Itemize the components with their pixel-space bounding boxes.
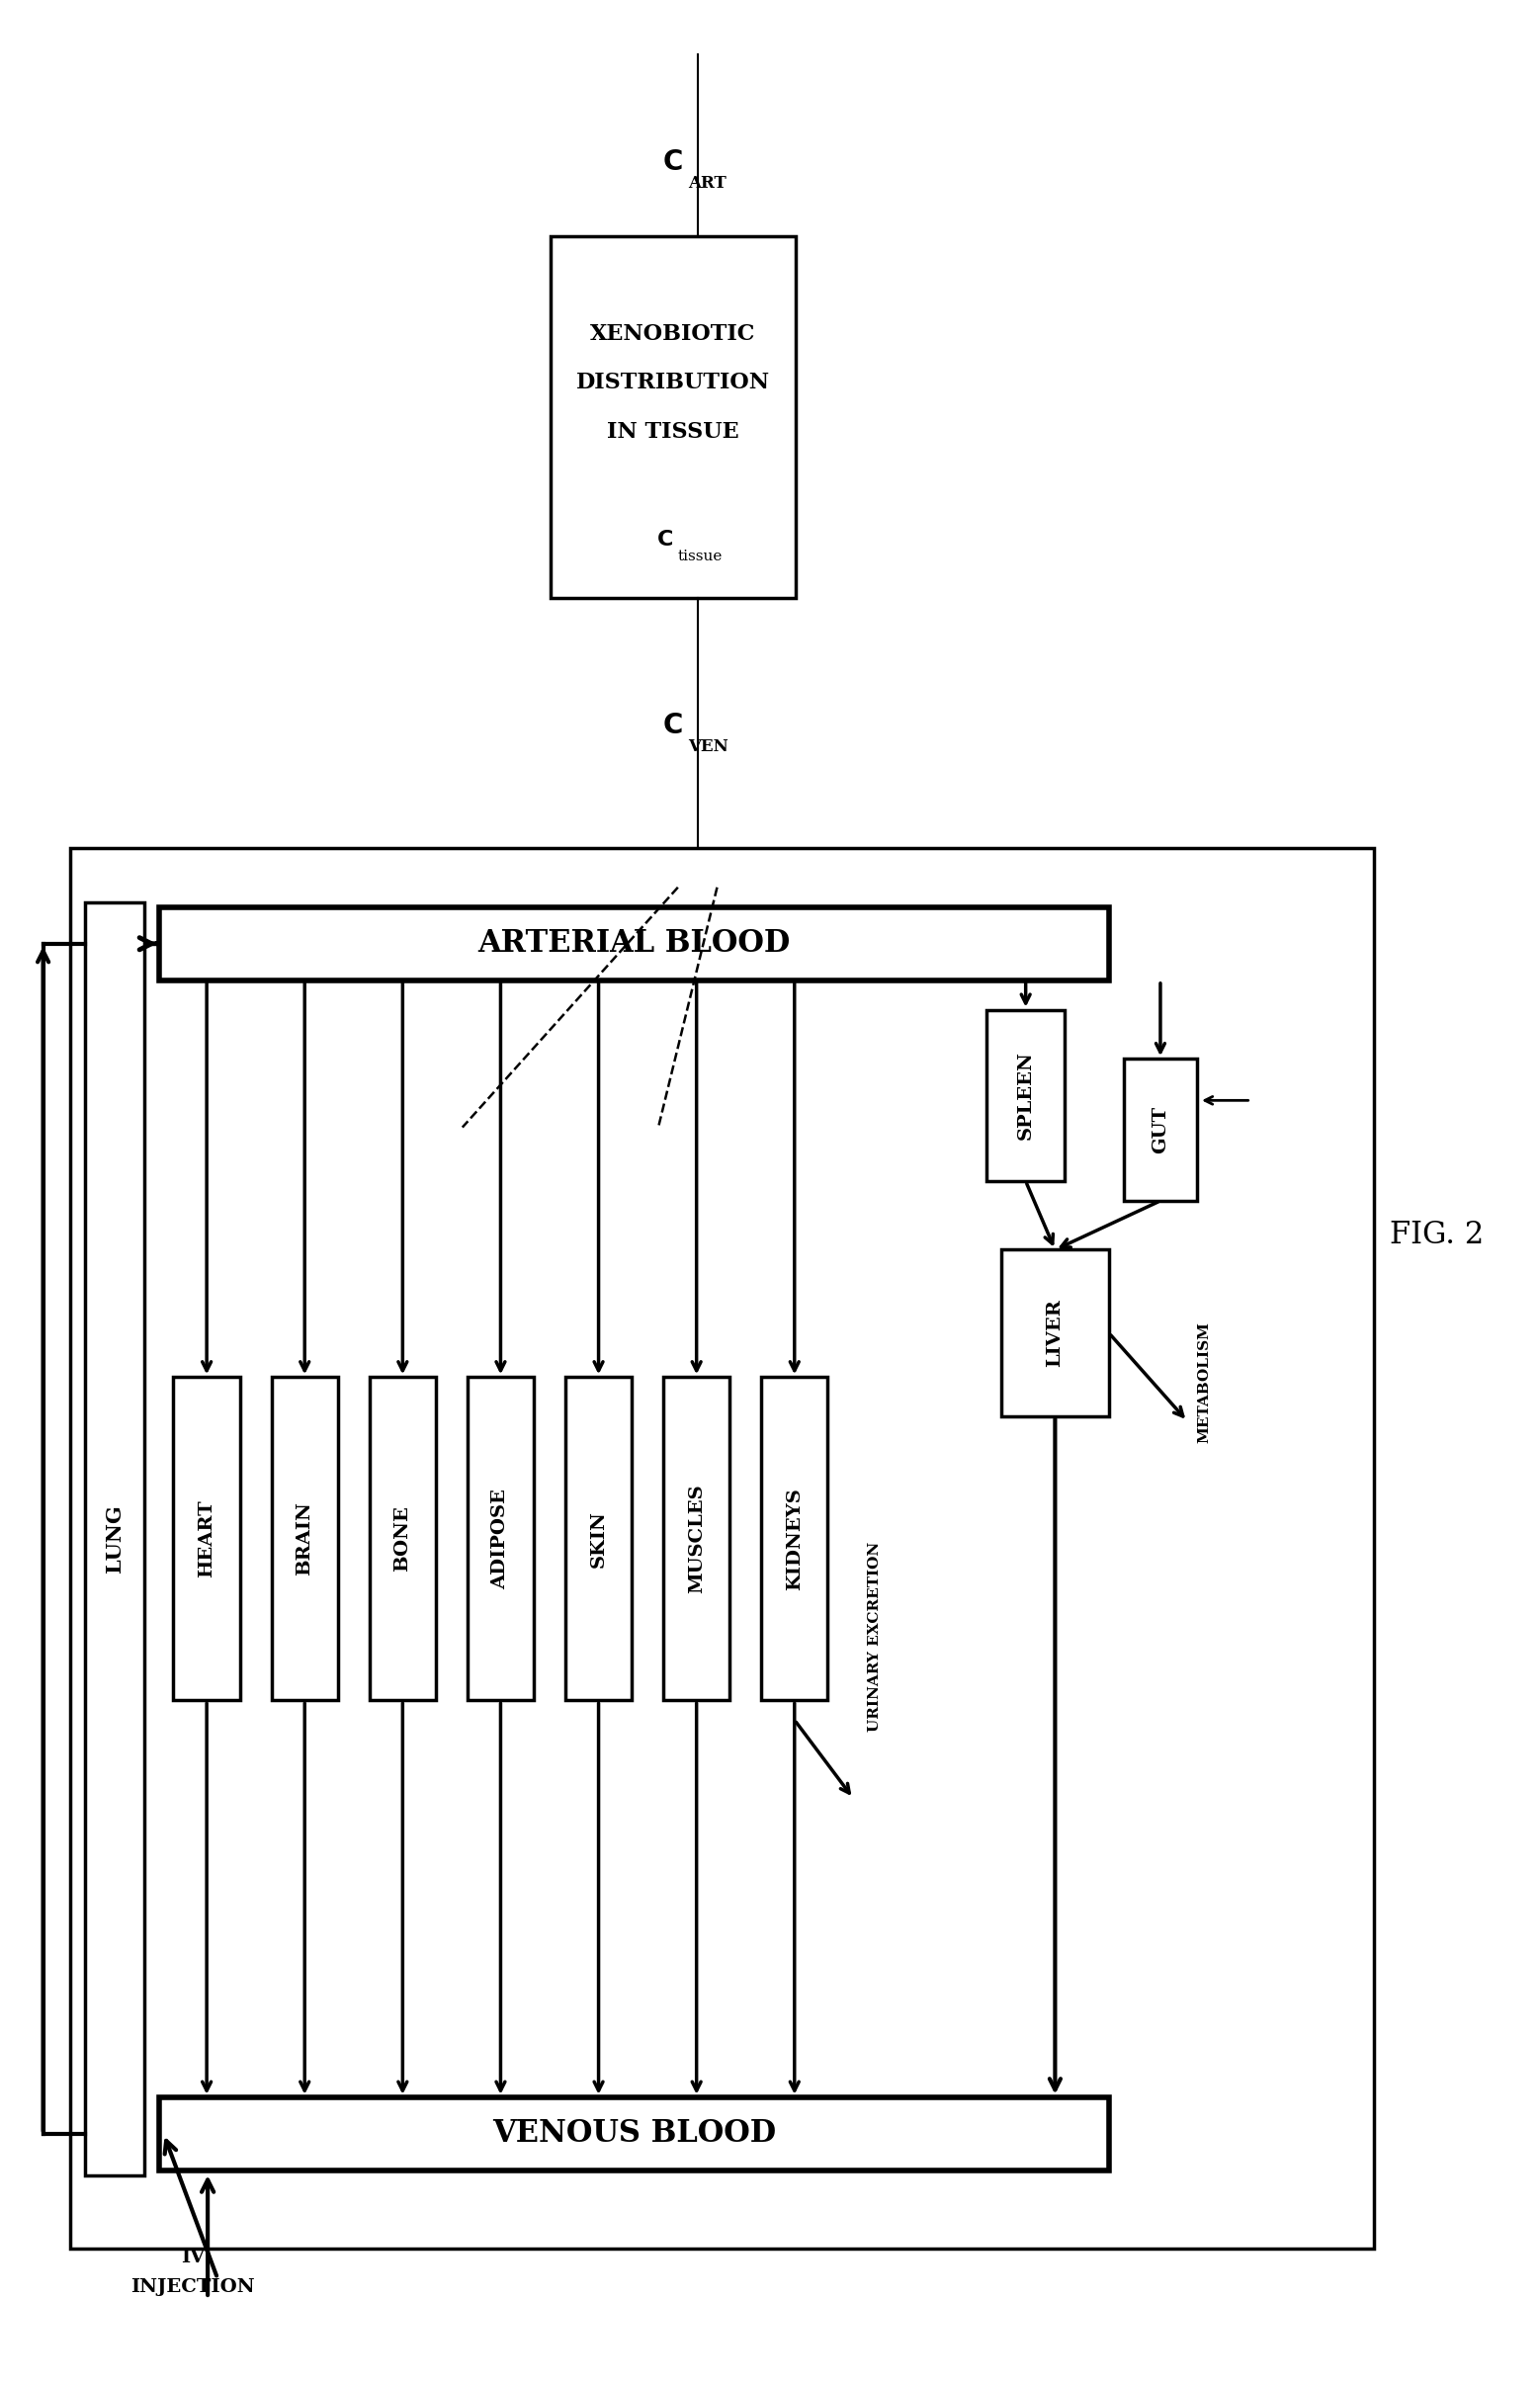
- Text: KIDNEYS: KIDNEYS: [785, 1487, 804, 1589]
- Bar: [174, 1377, 240, 1701]
- Text: METABOLISM: METABOLISM: [1197, 1320, 1210, 1442]
- Bar: [565, 1377, 631, 1701]
- Text: LIVER: LIVER: [1046, 1299, 1064, 1368]
- Text: GUT: GUT: [1152, 1106, 1169, 1153]
- Text: BRAIN: BRAIN: [296, 1501, 314, 1575]
- Text: FIG. 2: FIG. 2: [1391, 1220, 1485, 1251]
- Text: HEART: HEART: [197, 1499, 216, 1578]
- Text: XENOBIOTIC: XENOBIOTIC: [590, 324, 756, 346]
- Bar: [664, 1377, 730, 1701]
- Bar: [987, 1010, 1064, 1182]
- Bar: [1001, 1249, 1109, 1416]
- Text: LUNG: LUNG: [105, 1504, 125, 1573]
- Text: $\mathbf{C}$: $\mathbf{C}$: [662, 150, 682, 176]
- Bar: [271, 1377, 337, 1701]
- Text: ADIPOSE: ADIPOSE: [491, 1489, 510, 1589]
- Bar: [159, 908, 1109, 979]
- Text: ART: ART: [688, 176, 725, 193]
- Text: DISTRIBUTION: DISTRIBUTION: [576, 372, 770, 393]
- Text: IV: IV: [182, 2250, 205, 2266]
- Text: BONE: BONE: [394, 1506, 411, 1573]
- Text: $\mathbf{C}$: $\mathbf{C}$: [662, 713, 682, 739]
- Text: SPLEEN: SPLEEN: [1016, 1051, 1035, 1139]
- Bar: [467, 1377, 534, 1701]
- Bar: [71, 848, 1374, 2250]
- Text: VEN: VEN: [688, 739, 728, 755]
- Bar: [551, 236, 796, 598]
- Text: URINARY EXCRETION: URINARY EXCRETION: [869, 1542, 882, 1732]
- Bar: [159, 2097, 1109, 2171]
- Bar: [370, 1377, 436, 1701]
- Bar: [1124, 1058, 1197, 1201]
- Bar: [85, 903, 145, 2176]
- Text: IN TISSUE: IN TISSUE: [607, 422, 739, 443]
- Text: MUSCLES: MUSCLES: [688, 1485, 705, 1594]
- Text: $\mathbf{C}$: $\mathbf{C}$: [656, 529, 673, 550]
- Text: INJECTION: INJECTION: [131, 2278, 256, 2297]
- Bar: [761, 1377, 829, 1701]
- Text: VENOUS BLOOD: VENOUS BLOOD: [491, 2118, 776, 2149]
- Text: SKIN: SKIN: [590, 1511, 607, 1568]
- Text: ARTERIAL BLOOD: ARTERIAL BLOOD: [477, 929, 790, 958]
- Text: tissue: tissue: [678, 550, 722, 562]
